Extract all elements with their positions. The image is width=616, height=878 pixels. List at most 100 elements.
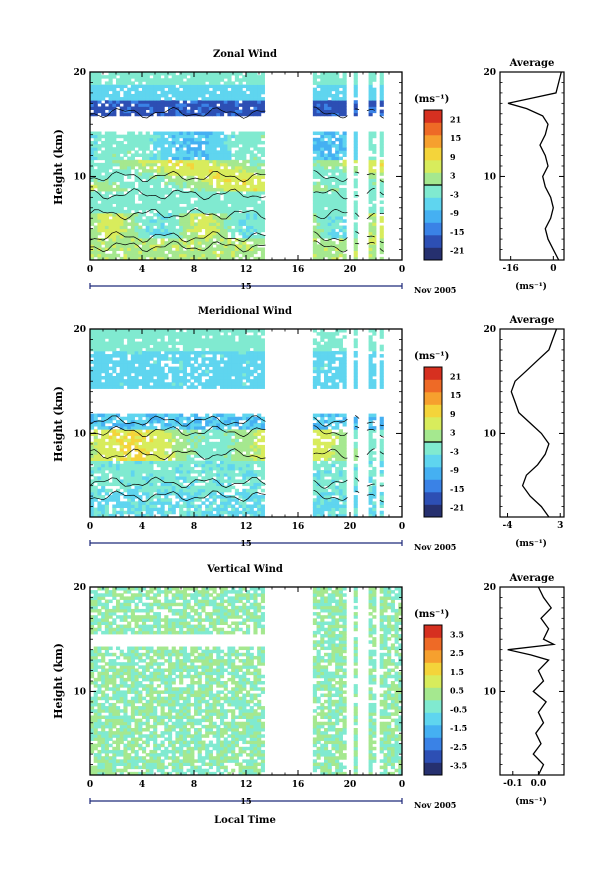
heatmap-cell <box>194 97 198 101</box>
heatmap-cell <box>123 473 127 477</box>
heatmap-cell <box>317 91 321 95</box>
heatmap-cell <box>216 210 220 214</box>
heatmap-cell <box>194 367 198 371</box>
heatmap-cell <box>253 207 257 211</box>
heatmap-cell <box>105 157 109 161</box>
heatmap-cell <box>116 376 120 380</box>
heatmap-cell <box>179 103 183 107</box>
heatmap-cell <box>209 445 213 449</box>
heatmap-cell <box>242 197 246 201</box>
heatmap-cell <box>161 332 165 336</box>
heatmap-cell <box>153 75 157 79</box>
heatmap-cell <box>146 100 150 104</box>
heatmap-cell <box>127 439 131 443</box>
heatmap-cell <box>116 204 120 208</box>
heatmap-cell <box>120 185 124 189</box>
heatmap-cell <box>224 251 228 255</box>
heatmap-cell <box>328 222 332 226</box>
heatmap-cell <box>354 85 358 89</box>
heatmap-cell <box>168 247 172 251</box>
heatmap-cell <box>239 492 243 496</box>
heatmap-cell <box>161 436 165 440</box>
heatmap-cell <box>209 495 213 499</box>
heatmap-cell <box>142 338 146 342</box>
heatmap-cell <box>105 332 109 336</box>
heatmap-cell <box>239 461 243 465</box>
colorbar-segment <box>424 198 442 211</box>
heatmap-cell <box>209 360 213 364</box>
x-tick-label: 20 <box>344 265 357 275</box>
heatmap-cell <box>313 210 317 214</box>
heatmap-cell <box>335 97 339 101</box>
heatmap-cell <box>142 354 146 358</box>
heatmap-cell <box>164 442 168 446</box>
heatmap-cell <box>224 172 228 176</box>
heatmap-cell <box>343 241 347 245</box>
heatmap-cell <box>216 75 220 79</box>
heatmap-cell <box>187 172 191 176</box>
heatmap-cell <box>123 78 127 82</box>
heatmap-cell <box>372 103 376 107</box>
heatmap-cell <box>213 442 217 446</box>
heatmap-cell <box>216 376 220 380</box>
heatmap-cell <box>109 373 113 377</box>
heatmap-cell <box>112 91 116 95</box>
heatmap-cell <box>101 94 105 98</box>
heatmap-cell <box>157 385 161 389</box>
heatmap-cell <box>172 132 176 136</box>
heatmap-cell <box>168 226 172 230</box>
heatmap-cell <box>198 157 202 161</box>
heatmap-cell <box>261 188 265 192</box>
heatmap-cell <box>209 160 213 164</box>
heatmap-cell <box>138 166 142 170</box>
heatmap-cell <box>138 138 142 142</box>
heatmap-cell <box>220 232 224 236</box>
heatmap-cell <box>138 414 142 418</box>
heatmap-cell <box>146 204 150 208</box>
heatmap-cell <box>220 476 224 480</box>
heatmap-cell <box>194 75 198 79</box>
heatmap-cell <box>380 185 384 189</box>
heatmap-cell <box>109 213 113 217</box>
heatmap-cell <box>201 241 205 245</box>
heatmap-cell <box>224 414 228 418</box>
heatmap-cell <box>157 376 161 380</box>
heatmap-cell <box>146 426 150 430</box>
heatmap-cell <box>369 200 373 204</box>
heatmap-cell <box>198 219 202 223</box>
heatmap-cell <box>157 451 161 455</box>
heatmap-cell <box>120 78 124 82</box>
heatmap-cell <box>261 251 265 255</box>
heatmap-cell <box>216 414 220 418</box>
x-tick-label: 4 <box>139 265 145 275</box>
heatmap-cell <box>216 445 220 449</box>
heatmap-cell <box>246 188 250 192</box>
heatmap-cell <box>131 351 135 355</box>
heatmap-cell <box>313 229 317 233</box>
heatmap-cell <box>146 144 150 148</box>
heatmap-cell <box>97 501 101 505</box>
heatmap-cell <box>131 429 135 433</box>
heatmap-cell <box>313 166 317 170</box>
heatmap-cell <box>149 241 153 245</box>
heatmap-cell <box>112 511 116 515</box>
heatmap-cell <box>201 191 205 195</box>
heatmap-cell <box>242 85 246 89</box>
heatmap-cell <box>161 367 165 371</box>
heatmap-cell <box>183 442 187 446</box>
heatmap-cell <box>101 91 105 95</box>
heatmap-cell <box>190 373 194 377</box>
heatmap-cell <box>105 476 109 480</box>
heatmap-cell <box>257 204 261 208</box>
heatmap-cell <box>246 473 250 477</box>
heatmap-cell <box>246 457 250 461</box>
heatmap-cell <box>235 216 239 220</box>
heatmap-cell <box>112 470 116 474</box>
heatmap-cell <box>220 160 224 164</box>
heatmap-cell <box>227 385 231 389</box>
heatmap-cell <box>142 147 146 151</box>
heatmap-cell <box>261 163 265 167</box>
heatmap-cell <box>246 150 250 154</box>
heatmap-cell <box>146 370 150 374</box>
